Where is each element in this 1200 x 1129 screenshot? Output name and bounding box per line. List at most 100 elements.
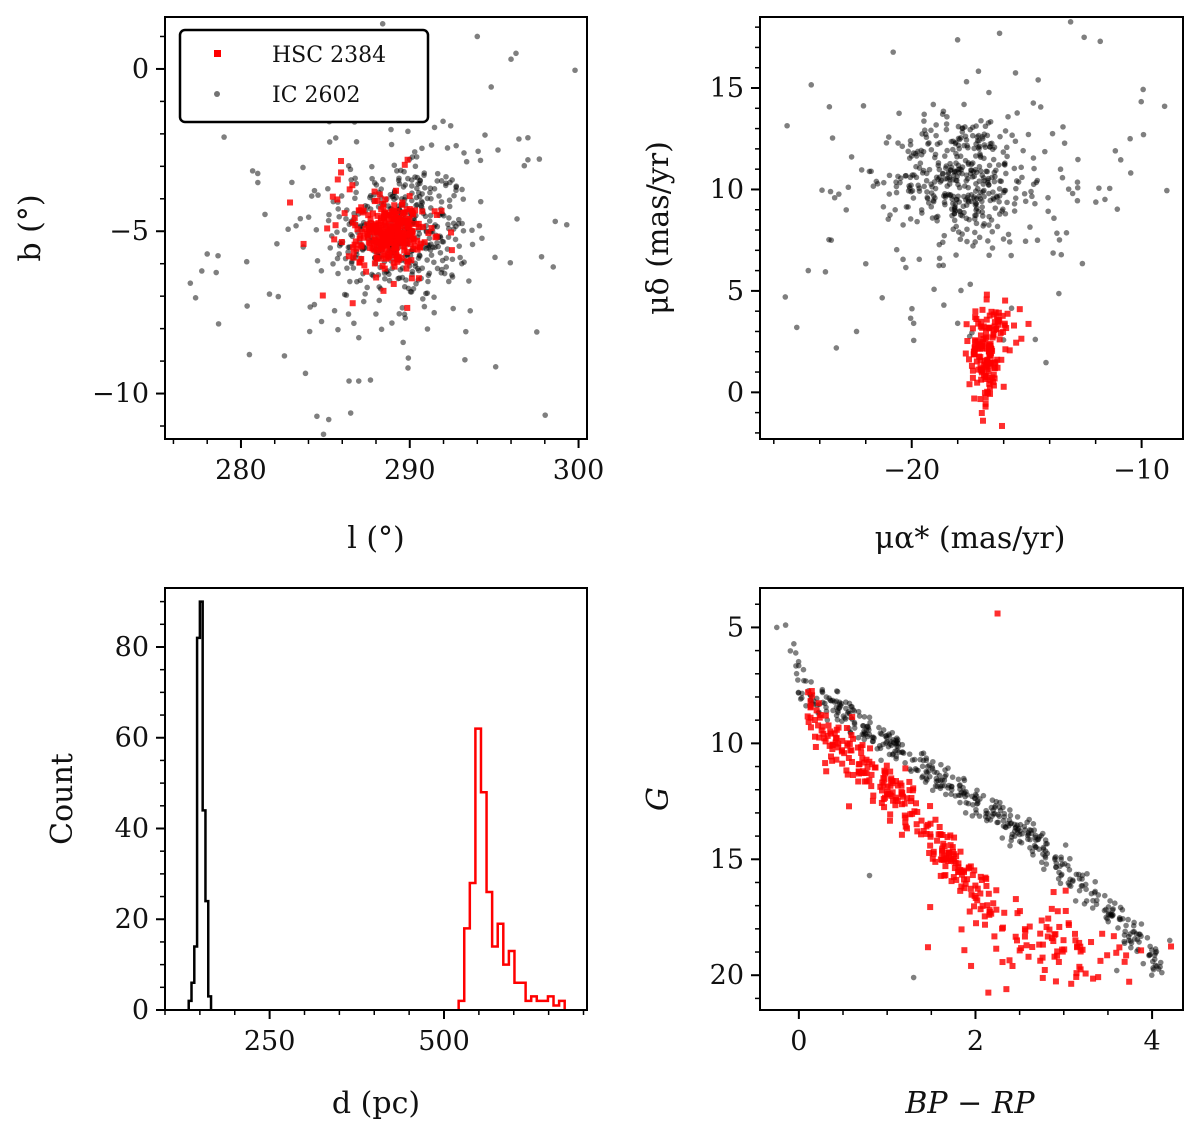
point-ic2602-473 (910, 974, 917, 981)
point-ic2602-277 (1011, 165, 1018, 172)
point-hsc2384-356 (1025, 953, 1032, 960)
point-hsc2384-138 (983, 316, 990, 323)
point-ic2602-447 (1049, 130, 1056, 137)
point-ic2602-193 (959, 212, 966, 219)
point-ic2602-289 (990, 189, 996, 195)
point-hsc2384-129 (962, 350, 969, 357)
point-ic2602-407 (444, 246, 451, 252)
ytick-label: 60 (115, 723, 149, 754)
point-ic2602-365 (862, 260, 869, 267)
point-ic2602-454 (318, 318, 325, 325)
point-ic2602-217 (925, 141, 931, 147)
point-ic2602-486 (440, 118, 446, 125)
point-hsc2384-158 (844, 742, 851, 749)
xlabel-lb: l (°) (347, 521, 405, 556)
point-ic2602-523 (381, 270, 388, 276)
point-ic2602-239 (1030, 821, 1037, 827)
point-hsc2384-101 (370, 246, 377, 253)
point-hsc2384-186 (384, 240, 391, 247)
point-ic2602-225 (1081, 901, 1088, 907)
point-hsc2384-118 (818, 727, 825, 734)
point-ic2602-243 (791, 641, 797, 647)
point-ic2602-118 (808, 679, 814, 685)
point-hsc2384-253 (365, 239, 372, 246)
point-ic2602-240 (314, 258, 321, 264)
point-ic2602-242 (957, 153, 964, 160)
point-ic2602-344 (413, 281, 419, 287)
point-hsc2384-193 (398, 255, 405, 262)
point-hsc2384-242 (349, 300, 356, 307)
point-ic2602-407 (950, 226, 957, 233)
point-hsc2384-295 (1009, 962, 1016, 969)
point-hsc2384-256 (903, 825, 910, 832)
point-hsc2384-238 (373, 248, 380, 255)
point-ic2602-375 (334, 255, 341, 262)
point-hsc2384-213 (361, 262, 368, 269)
point-hsc2384-162 (807, 704, 814, 711)
point-ic2602-254 (479, 235, 485, 242)
point-hsc2384-277 (331, 236, 338, 243)
point-ic2602-360 (980, 181, 987, 187)
point-ic2602-237 (455, 216, 462, 223)
point-hsc2384-319 (373, 274, 380, 281)
point-ic2602-392 (827, 697, 834, 703)
point-hsc2384-125 (993, 313, 1000, 320)
point-hsc2384-266 (898, 801, 905, 808)
point-hsc2384-269 (859, 742, 866, 749)
point-ic2602-409 (1084, 870, 1090, 877)
point-ic2602-116 (856, 713, 863, 719)
point-ic2602-312 (886, 172, 893, 179)
point-ic2602-158 (1000, 149, 1007, 155)
point-ic2602-380 (1091, 889, 1098, 896)
point-hsc2384-119 (900, 793, 907, 800)
point-ic2602-480 (335, 206, 342, 212)
point-ic2602-443 (536, 156, 543, 162)
point-ic2602-136 (883, 140, 890, 146)
marks-dist (187, 600, 566, 1010)
point-ic2602-99 (900, 222, 906, 228)
point-hsc2384-292 (958, 926, 965, 933)
point-hsc2384-132 (990, 331, 997, 338)
point-hsc2384-243 (946, 849, 953, 856)
point-ic2602-479 (538, 253, 545, 260)
point-hsc2384-318 (406, 216, 413, 223)
point-ic2602-290 (965, 184, 972, 191)
point-ic2602-350 (963, 177, 970, 184)
point-ic2602-279 (913, 163, 919, 170)
point-ic2602-465 (967, 281, 974, 288)
point-hsc2384-257 (943, 855, 950, 862)
point-ic2602-532 (474, 33, 481, 40)
point-ic2602-316 (414, 265, 421, 272)
point-hsc2384-217 (812, 743, 819, 750)
point-hsc2384-299 (407, 241, 414, 248)
point-ic2602-236 (376, 297, 383, 304)
point-ic2602-327 (866, 714, 873, 721)
point-ic2602-505 (552, 218, 559, 225)
point-hsc2384-296 (381, 214, 388, 221)
point-ic2602-317 (945, 169, 952, 176)
point-ic2602-489 (345, 163, 352, 169)
point-ic2602-420 (896, 110, 902, 117)
point-ic2602-440 (542, 412, 549, 418)
point-ic2602-472 (866, 872, 873, 879)
point-ic2602-427 (936, 262, 942, 269)
point-ic2602-515 (215, 321, 222, 327)
point-ic2602-52 (956, 184, 963, 191)
point-ic2602-155 (980, 223, 987, 229)
point-hsc2384-260 (861, 759, 868, 766)
ticks-cmd: 0 2 4 5 10 15 20 (710, 603, 1161, 1057)
point-ic2602-342 (1050, 250, 1056, 256)
point-ic2602-306 (431, 186, 438, 192)
point-ic2602-453 (986, 89, 992, 96)
point-ic2602-478 (929, 184, 935, 190)
point-hsc2384-207 (850, 771, 857, 778)
point-hsc2384-135 (991, 319, 998, 326)
point-ic2602-238 (795, 658, 802, 665)
point-ic2602-364 (905, 204, 911, 210)
point-ic2602-423 (985, 238, 991, 244)
point-hsc2384-52 (990, 382, 997, 389)
point-hsc2384-121 (985, 344, 992, 351)
point-hsc2384-218 (829, 757, 836, 764)
point-ic2602-321 (921, 183, 927, 190)
point-ic2602-215 (974, 787, 980, 794)
